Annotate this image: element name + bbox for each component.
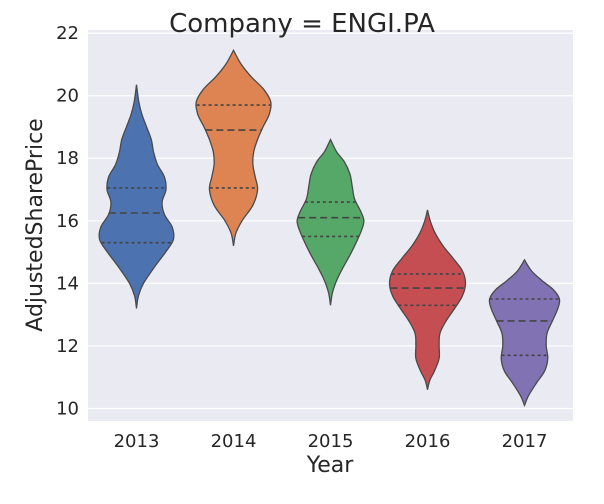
x-tick-label: 2017: [502, 431, 548, 452]
x-tick-label: 2016: [405, 431, 451, 452]
y-tick-label: 14: [56, 273, 79, 294]
y-tick-label: 16: [56, 211, 79, 232]
violin-2016: [388, 209, 467, 390]
x-tick-labels: 2013 2014 2015 2016 2017: [114, 431, 548, 452]
y-tick-label: 22: [56, 23, 79, 44]
violins: [98, 48, 561, 408]
violin-2017: [488, 258, 561, 408]
y-tick-labels: 10 12 14 16 18 20 22: [56, 23, 79, 419]
y-tick-label: 12: [56, 336, 79, 357]
violin-2013: [98, 84, 175, 309]
y-tick-label: 10: [56, 398, 79, 419]
x-tick-label: 2013: [114, 431, 160, 452]
y-axis-label: AdjustedSharePrice: [23, 118, 48, 331]
violin-2014: [195, 48, 272, 246]
violin-2015: [296, 138, 365, 306]
chart-title: Company = ENGI.PA: [169, 9, 435, 39]
x-tick-label: 2015: [308, 431, 354, 452]
x-tick-label: 2014: [211, 431, 257, 452]
y-tick-label: 18: [56, 148, 79, 169]
y-tick-label: 20: [56, 86, 79, 107]
x-axis-label: Year: [306, 453, 355, 478]
